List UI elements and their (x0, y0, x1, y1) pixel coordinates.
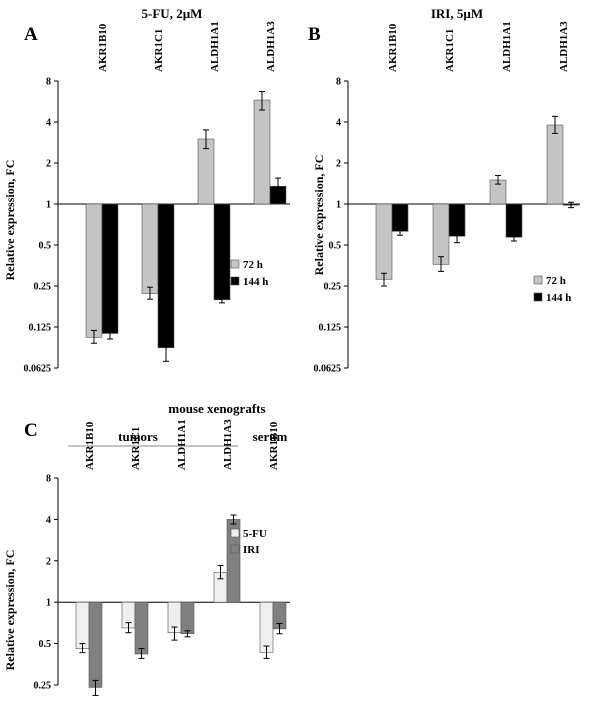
bar (75, 601, 90, 649)
y-tick-label: 0.25 (34, 282, 52, 293)
chart-panel-a: 5-FU, 2µM Relative expression, FC 8 4 2 1 0.5 0… (3, 6, 290, 375)
bar (101, 203, 119, 334)
y-axis-label: Relative expression, FC (3, 550, 17, 671)
y-tick-label: 0.0625 (24, 364, 52, 375)
legend-swatch (230, 544, 240, 554)
bar (180, 601, 195, 635)
chart-panel-c: mouse xenografts Relative expression, FC 8… (3, 401, 290, 696)
legend-swatch (230, 276, 240, 286)
bar (157, 203, 175, 349)
bar (88, 601, 103, 688)
category-label: AKR1C1 (153, 29, 165, 72)
bar (375, 203, 393, 280)
panel-label-a: A (24, 24, 38, 45)
bar (546, 124, 564, 205)
y-tick-label: 0.125 (319, 323, 342, 334)
y-tick-label: 8 (336, 77, 341, 88)
bar (85, 203, 103, 338)
category-label: ALDH1A1 (501, 21, 513, 72)
category-label: AKR1B10 (387, 23, 399, 72)
panel-label-b: B (308, 24, 321, 45)
group-label-serum: serum (253, 429, 288, 444)
y-tick-label: 0.5 (39, 639, 52, 650)
bar (505, 203, 523, 238)
y-axis-label: Relative expression, FC (312, 155, 326, 276)
y-tick-label: 4 (46, 118, 51, 129)
y-tick-label: 0.5 (329, 241, 342, 252)
bar (253, 99, 271, 205)
legend-label: 5-FU (243, 528, 267, 540)
y-tick-label: 2 (46, 556, 51, 567)
legend-swatch (533, 292, 543, 302)
y-tick-label: 2 (336, 159, 341, 170)
chart-title: 5-FU, 2µM (142, 6, 203, 21)
y-tick-label: 0.0625 (314, 364, 342, 375)
legend-label: 144 h (546, 292, 571, 304)
bar (141, 203, 159, 294)
panel-label-c: C (24, 420, 38, 441)
legend-swatch (533, 275, 543, 285)
y-tick-label: 0.5 (39, 241, 52, 252)
y-tick-label: 1 (46, 598, 51, 609)
category-label: AKR1C1 (130, 427, 142, 470)
chart-title: mouse xenografts (168, 401, 265, 416)
category-label: AKR1B10 (97, 23, 109, 72)
chart-title: IRI, 5µM (431, 6, 483, 21)
y-tick-label: 1 (46, 200, 51, 211)
legend-swatch (230, 528, 240, 538)
bar (259, 601, 274, 653)
category-label: ALDH1A3 (222, 419, 234, 470)
y-axis-label: Relative expression, FC (3, 160, 17, 281)
y-tick-label: 0.125 (29, 323, 52, 334)
category-label: ALDH1A3 (558, 21, 570, 72)
legend-swatch (230, 259, 240, 269)
y-tick-label: 8 (46, 474, 51, 485)
legend-label: 72 h (546, 275, 566, 287)
y-tick-label: 2 (46, 159, 51, 170)
category-label: ALDH1A3 (265, 21, 277, 72)
category-label: AKR1B10 (268, 421, 280, 470)
y-tick-label: 1 (336, 200, 341, 211)
category-label: ALDH1A1 (209, 21, 221, 72)
bar (134, 601, 149, 655)
y-tick-label: 4 (336, 118, 341, 129)
bar (213, 203, 231, 301)
legend-label: IRI (243, 544, 260, 556)
legend-label: 144 h (243, 276, 268, 288)
y-tick-label: 8 (46, 77, 51, 88)
bar (432, 203, 450, 265)
chart-panel-b: IRI, 5µM Relative expression, FC 8 4 2 1 0.5 0.… (312, 6, 580, 375)
category-label: AKR1C1 (444, 29, 456, 72)
y-tick-label: 0.25 (324, 282, 342, 293)
group-label-tumors: tumors (118, 429, 158, 444)
y-tick-label: 4 (46, 515, 51, 526)
y-tick-label: 0.25 (34, 681, 52, 692)
legend-label: 72 h (243, 259, 263, 271)
category-label: ALDH1A1 (176, 419, 188, 470)
